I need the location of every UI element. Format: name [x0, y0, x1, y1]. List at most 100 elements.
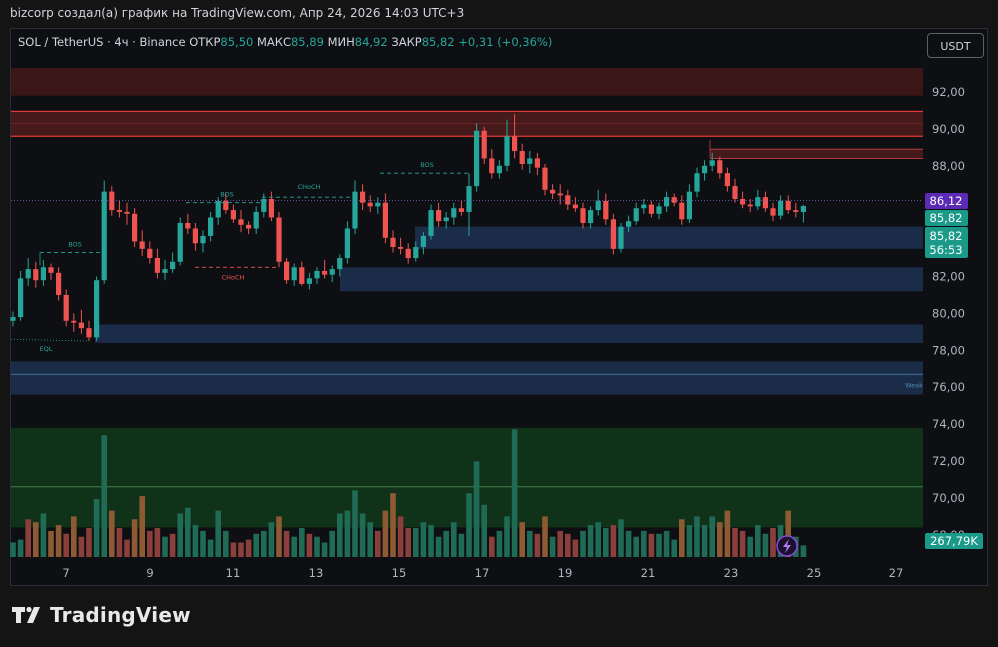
y-tick-label: 88,00 — [932, 159, 965, 173]
candle — [162, 269, 168, 273]
volume-bar — [587, 525, 594, 557]
open-label: ОТКР — [189, 35, 221, 49]
candle — [71, 320, 77, 323]
annotation-label: BOS — [420, 161, 434, 169]
volume-bar — [618, 519, 624, 557]
volume-bar — [405, 528, 411, 557]
volume-bar — [511, 429, 518, 557]
candle — [626, 221, 632, 227]
volume-bar — [458, 533, 465, 557]
volume-bar — [686, 525, 693, 557]
volume-bar — [329, 530, 335, 557]
volume-bar — [413, 528, 419, 557]
volume-bar — [40, 513, 47, 557]
candle — [709, 160, 715, 166]
volume-bar — [147, 530, 153, 557]
symbol-title[interactable]: SOL / TetherUS · 4ч · Binance — [18, 35, 186, 49]
countdown-time: 56:53 — [929, 243, 962, 257]
candle — [352, 191, 358, 229]
candle — [170, 261, 176, 270]
volume-bar — [443, 530, 449, 557]
candle — [154, 258, 160, 273]
candle — [633, 208, 639, 222]
volume-bar — [382, 510, 389, 557]
volume-bar — [10, 542, 16, 557]
volume-bar — [223, 530, 229, 557]
candle — [40, 267, 46, 281]
volume-bar — [481, 504, 487, 557]
annotation-label: EQL — [40, 345, 53, 353]
candle — [18, 278, 24, 318]
candle — [230, 210, 236, 220]
candle — [185, 222, 191, 229]
volume-bar — [724, 510, 731, 557]
volume-bar — [215, 510, 221, 557]
volume-bar — [86, 528, 92, 557]
volume-bar — [359, 513, 366, 557]
y-tick-label: 72,00 — [932, 454, 965, 468]
candle — [565, 195, 571, 205]
x-tick-label: 17 — [475, 566, 490, 580]
candle — [78, 322, 84, 329]
candle — [177, 222, 183, 262]
y-tick-label: 90,00 — [932, 122, 965, 136]
candle — [208, 217, 214, 236]
candle — [405, 248, 411, 259]
high-label: МАКС — [257, 35, 291, 49]
candle — [664, 197, 670, 207]
volume-bar — [375, 530, 381, 557]
volume-bar — [648, 533, 655, 557]
x-tick-label: 11 — [226, 566, 241, 580]
candle — [641, 204, 647, 209]
volume-bar — [565, 533, 571, 557]
volume-value: 267,79K — [930, 534, 978, 548]
candle — [603, 200, 609, 220]
volume-bar — [610, 525, 617, 557]
currency-button[interactable]: USDT — [927, 33, 984, 58]
candle — [496, 165, 502, 174]
x-tick-label: 25 — [807, 566, 822, 580]
volume-bar — [109, 510, 115, 557]
candle — [116, 210, 122, 212]
volume-bar — [192, 525, 199, 557]
volume-bar — [169, 533, 176, 557]
volume-bar — [549, 536, 556, 557]
candle — [192, 228, 198, 244]
volume-bar — [739, 530, 746, 557]
volume-bar — [207, 539, 214, 557]
volume-bar — [55, 525, 62, 557]
zone-demand — [340, 267, 923, 292]
volume-bar — [428, 525, 434, 557]
x-tick-label: 21 — [641, 566, 656, 580]
volume-bar — [253, 533, 259, 557]
volume-bar — [93, 499, 100, 557]
volume-bar — [595, 522, 601, 557]
candle — [63, 294, 69, 321]
open-value: 85,50 — [220, 35, 254, 49]
volume-bar — [101, 435, 107, 557]
candle — [534, 158, 540, 168]
countdown-price: 85,82 — [930, 229, 963, 243]
candle — [762, 197, 768, 209]
candle — [398, 246, 404, 249]
volume-bar — [534, 533, 541, 557]
volume-bar — [473, 461, 480, 557]
volume-badge — [925, 533, 983, 549]
close-price-badge — [925, 210, 968, 226]
volume-bar — [800, 545, 807, 557]
candle — [147, 248, 153, 259]
volume-bar — [435, 536, 442, 557]
zone-demand — [415, 226, 923, 249]
volume-bar — [71, 516, 77, 557]
tradingview-logo[interactable]: TradingView — [12, 603, 191, 627]
volume-bar — [420, 522, 427, 557]
x-tick-label: 19 — [558, 566, 573, 580]
candle — [785, 200, 791, 211]
candle — [740, 199, 746, 205]
candle — [504, 136, 510, 166]
volume-bar — [717, 522, 723, 557]
high-value: 85,89 — [290, 35, 324, 49]
eql-line — [10, 338, 89, 342]
low-label: МИН — [327, 35, 355, 49]
